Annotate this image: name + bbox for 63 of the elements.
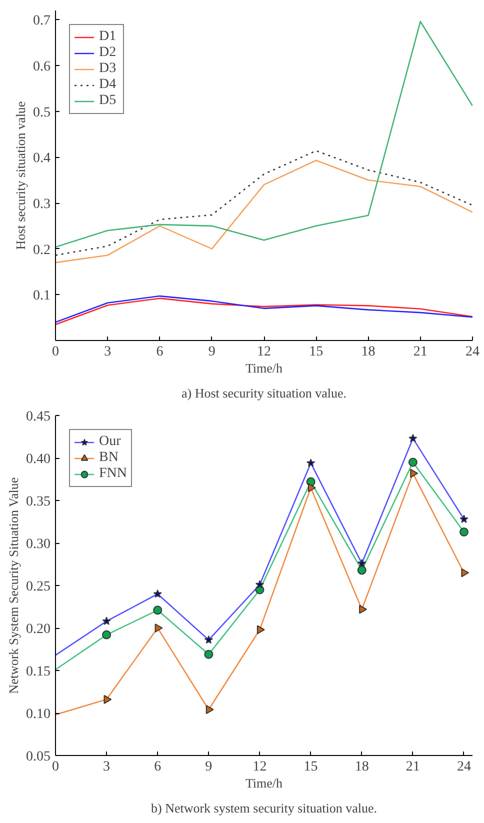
point — [256, 625, 265, 634]
point — [206, 705, 214, 714]
legend-label: D4 — [99, 77, 118, 93]
legend-label: Our — [99, 434, 121, 450]
legend-label: D2 — [99, 45, 118, 61]
y-tick-label: 0.05 — [26, 750, 50, 764]
point — [461, 568, 470, 578]
point — [308, 483, 316, 492]
x-tick-label: 9 — [205, 760, 212, 774]
point — [357, 566, 366, 575]
x-axis-title: Time/h — [245, 360, 284, 376]
y-tick-label: 0.30 — [26, 537, 50, 552]
x-tick-label: 18 — [361, 344, 376, 360]
y-tick-label: 0.15 — [26, 664, 50, 680]
y-tick-label: 0.40 — [26, 452, 50, 467]
point — [408, 458, 418, 467]
x-tick-label: 15 — [304, 760, 318, 774]
x-tick-label: 24 — [466, 344, 480, 360]
x-tick-label: 0 — [52, 760, 59, 774]
point — [154, 624, 163, 632]
x-tick-label: 18 — [354, 760, 369, 774]
y-tick-label: 0.6 — [33, 60, 50, 74]
y-tick-label: 0.1 — [33, 288, 50, 304]
x-tick-label: 21 — [406, 760, 420, 774]
x-tick-label: 15 — [309, 344, 324, 360]
x-tick-label: 21 — [413, 344, 428, 360]
x-tick-label: 3 — [104, 344, 112, 360]
x-tick-label: 12 — [257, 344, 271, 360]
y-tick-label: 0.25 — [26, 580, 50, 594]
point — [359, 604, 367, 614]
y-tick-label: 0.4 — [33, 151, 50, 166]
y-tick-label: 0.35 — [26, 494, 50, 510]
legend-label: D3 — [99, 61, 118, 77]
legend-label: FNN — [99, 466, 128, 482]
text: a) Host security situation value. — [182, 386, 347, 400]
legend-label: D5 — [99, 93, 118, 109]
x-tick-label: 6 — [156, 344, 164, 360]
x-tick-label: 3 — [103, 760, 110, 774]
point — [204, 650, 214, 659]
y-tick-label: 0.10 — [26, 707, 50, 722]
y-axis-title: Host security situation value — [13, 101, 28, 250]
y-axis-title: Network System Security Situation Value — [6, 477, 21, 694]
legend-label: BN — [99, 450, 119, 466]
x-tick-label: 6 — [154, 760, 162, 774]
legend-label: D1 — [99, 29, 118, 45]
y-tick-label: 0.20 — [26, 622, 50, 637]
y-tick-label: 0.7 — [33, 14, 50, 29]
point — [153, 606, 162, 615]
x-tick-label: 9 — [208, 344, 216, 360]
x-axis-title: Time/h — [245, 776, 284, 790]
point — [459, 527, 468, 536]
y-tick-label: 0.2 — [33, 242, 50, 258]
x-tick-label: 24 — [456, 760, 471, 774]
point — [410, 468, 418, 478]
x-tick-label: 12 — [252, 760, 267, 774]
line-series — [56, 20, 472, 248]
y-tick-label: 0.45 — [26, 410, 50, 424]
y-tick-label: 0.5 — [33, 105, 50, 120]
x-tick-label: 0 — [52, 344, 59, 360]
point — [104, 694, 112, 704]
point — [102, 630, 112, 640]
text: b) Network system security situation value. — [150, 800, 378, 816]
y-tick-label: 0.3 — [33, 197, 50, 212]
